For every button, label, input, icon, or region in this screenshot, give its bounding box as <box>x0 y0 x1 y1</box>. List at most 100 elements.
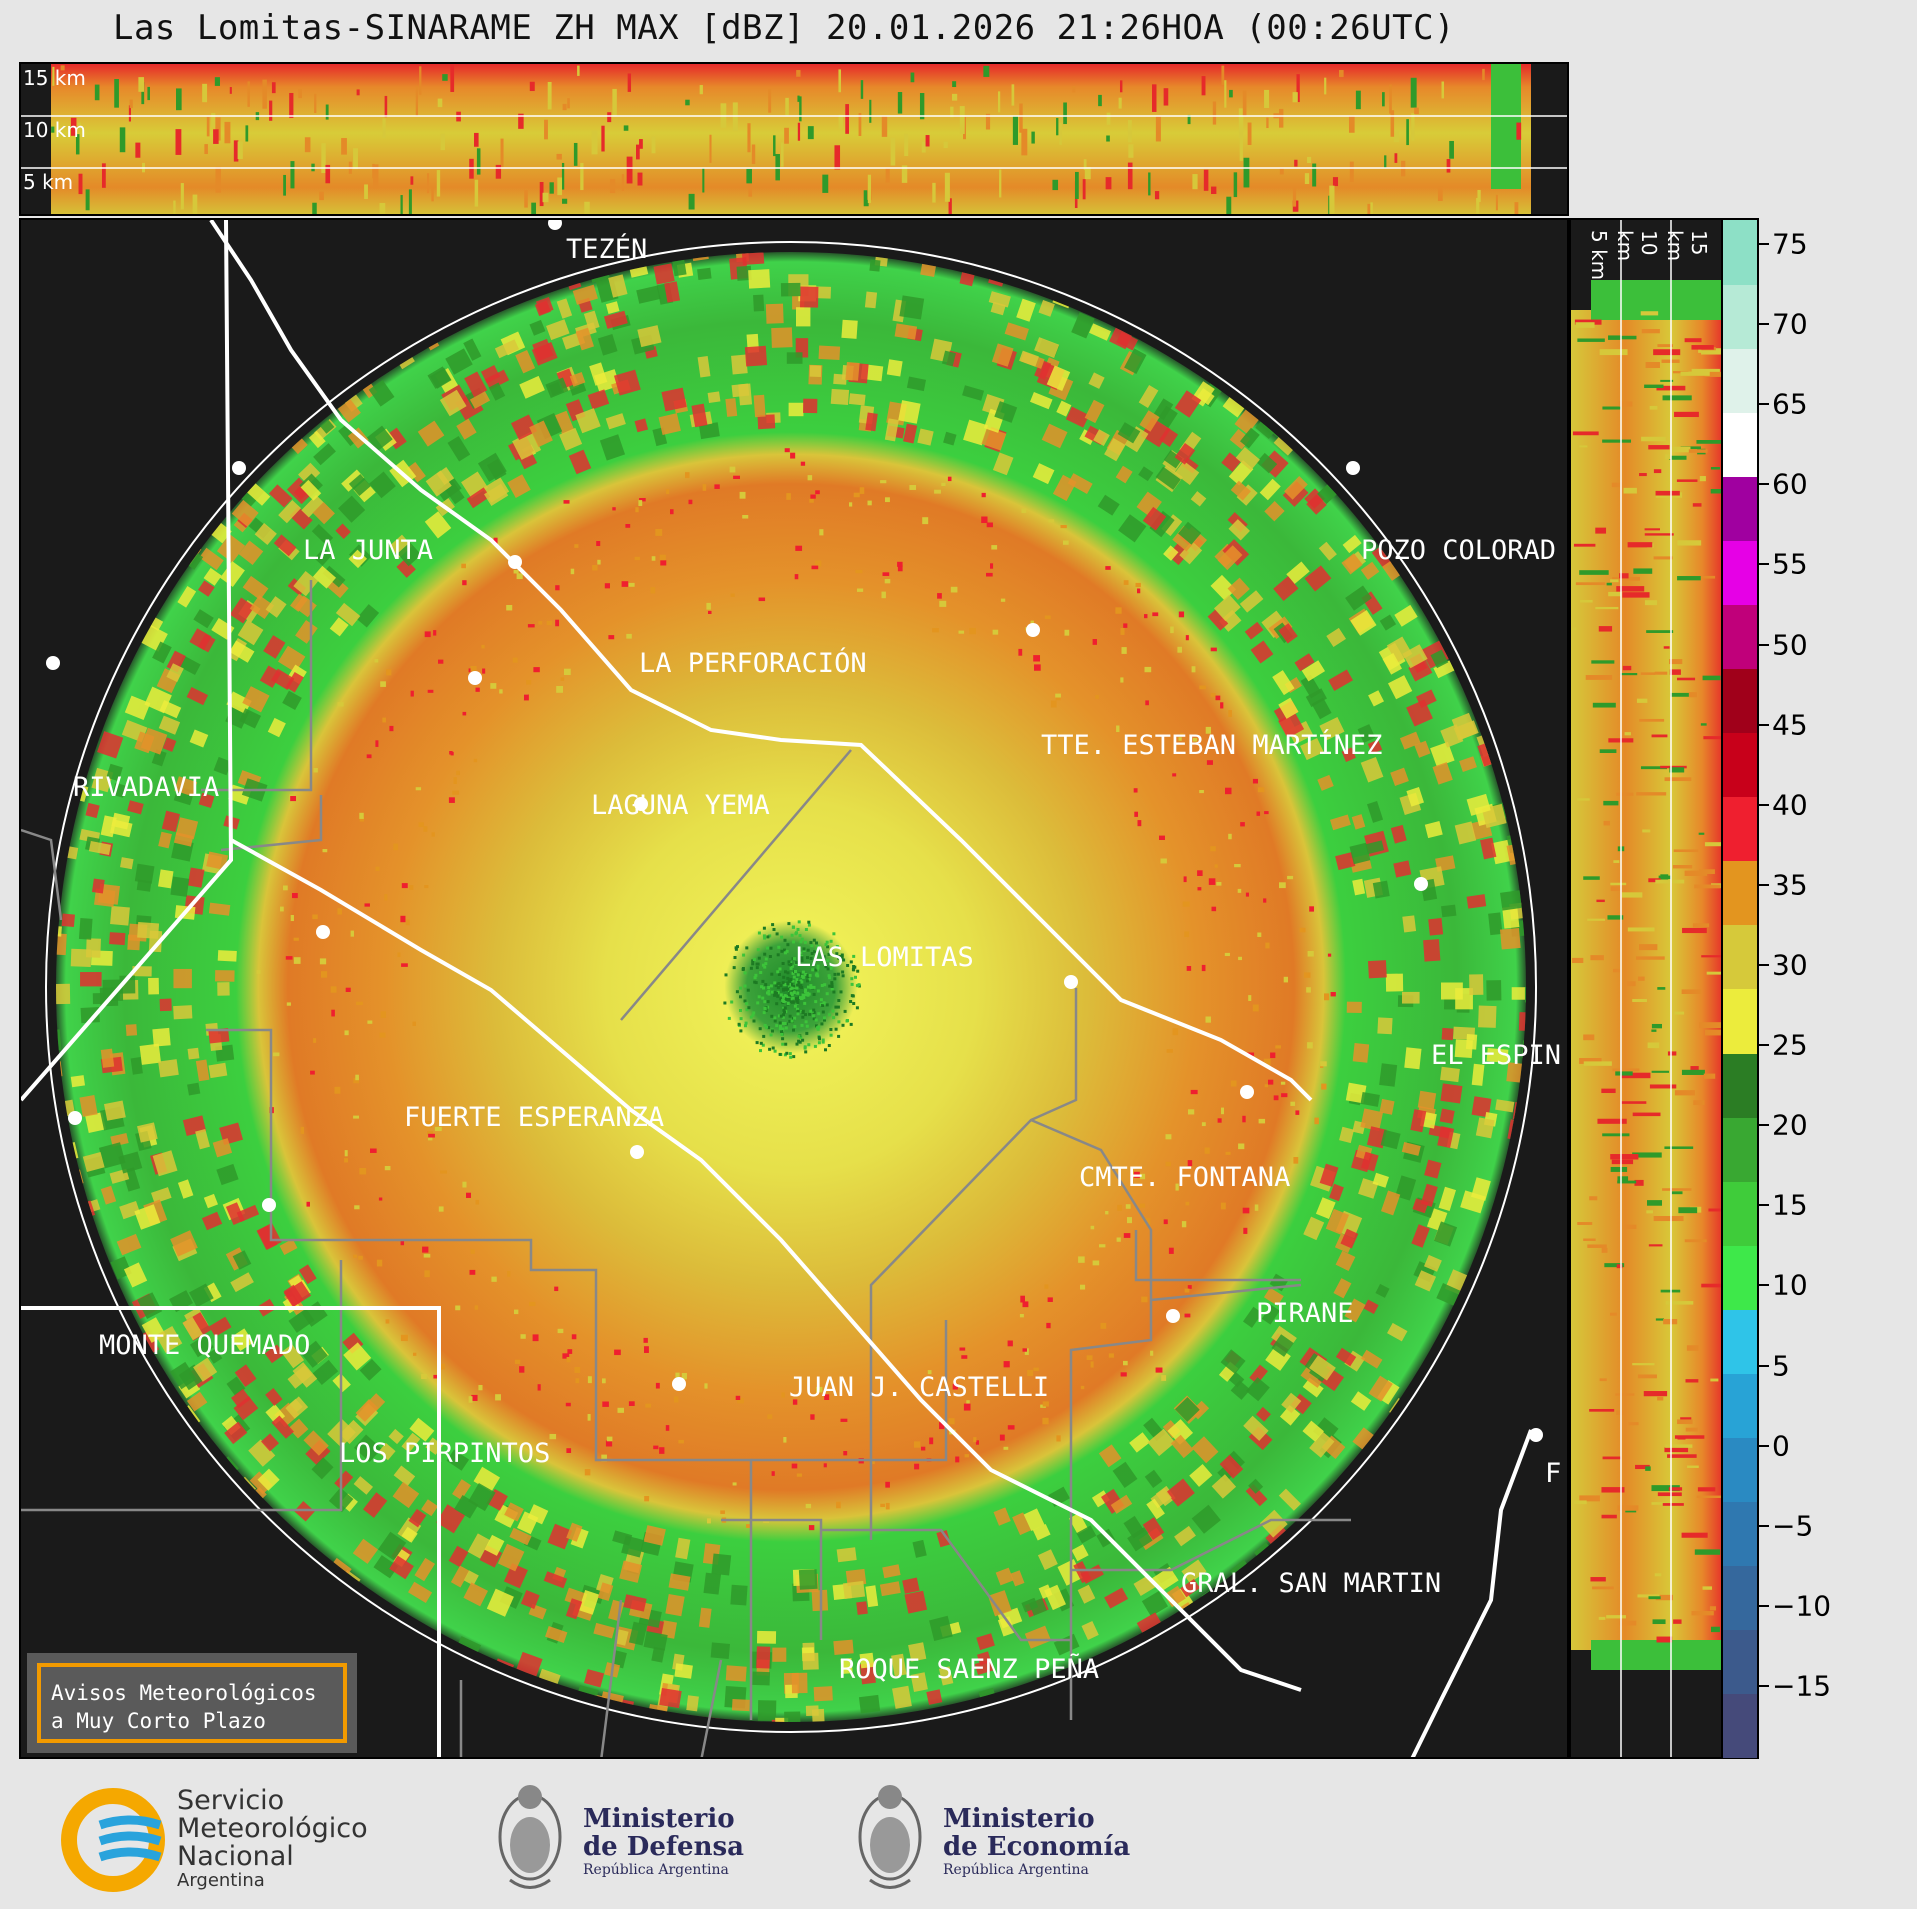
radar-speckle <box>1134 1171 1140 1178</box>
section-stripe <box>699 85 703 95</box>
radar-speckle <box>792 1028 795 1032</box>
radar-speckle <box>606 1436 613 1442</box>
section-stripe <box>1669 659 1683 665</box>
radar-speckle <box>1046 1322 1051 1329</box>
radar-speckle <box>792 984 796 988</box>
section-stripe <box>1700 723 1707 726</box>
section-stripe <box>1384 155 1387 168</box>
radar-speckle <box>1153 398 1174 420</box>
section-stripe <box>1599 349 1628 356</box>
radar-speckle <box>643 1337 648 1343</box>
colorbar-segment <box>1723 540 1757 606</box>
section-stripe <box>1155 116 1161 142</box>
section-stripe <box>1684 338 1702 343</box>
radar-speckle <box>668 1573 691 1591</box>
section-stripe <box>283 174 286 196</box>
radar-speckle <box>1044 1584 1066 1611</box>
radar-speckle <box>1221 452 1241 472</box>
radar-speckle <box>1327 953 1332 957</box>
section-stripe <box>784 127 789 144</box>
section-stripe <box>312 202 317 214</box>
radar-speckle <box>763 1000 767 1004</box>
radar-speckle <box>125 1024 138 1036</box>
colorbar-tick-label: −10 <box>1772 1589 1832 1623</box>
radar-speckle <box>554 410 575 435</box>
section-stripe <box>834 145 841 170</box>
section-stripe <box>1681 989 1702 994</box>
radar-speckle <box>592 565 598 571</box>
radar-speckle <box>1404 1047 1422 1070</box>
defensa-line2: de Defensa <box>583 1832 744 1862</box>
section-stripe <box>1596 899 1605 903</box>
section-stripe <box>1655 1594 1673 1601</box>
section-stripe <box>1668 1487 1683 1491</box>
radar-speckle <box>475 1199 480 1205</box>
radar-speckle <box>990 563 994 569</box>
section-stripe <box>1654 1573 1662 1577</box>
radar-speckle <box>162 737 177 752</box>
section-stripe <box>474 132 479 147</box>
radar-speckle <box>1279 882 1286 889</box>
section-stripe <box>1615 1071 1633 1076</box>
radar-speckle <box>91 878 105 894</box>
colorbar-tick-label: −5 <box>1772 1509 1814 1543</box>
section-stripe <box>1662 395 1692 401</box>
radar-speckle <box>409 1417 435 1442</box>
section-stripe <box>229 87 232 94</box>
radar-speckle <box>599 434 626 461</box>
radar-speckle <box>1056 1435 1061 1442</box>
radar-speckle <box>763 965 767 969</box>
radar-speckle <box>753 294 765 312</box>
radar-speckle <box>881 591 886 599</box>
radar-speckle <box>776 990 780 994</box>
radar-speckle <box>838 955 842 958</box>
radar-speckle <box>926 1689 943 1705</box>
section-stripe <box>1446 159 1451 173</box>
radar-speckle <box>1044 615 1051 619</box>
section-stripe <box>1616 1410 1624 1415</box>
section-stripe <box>1229 89 1233 98</box>
radar-speckle <box>858 1694 881 1714</box>
section-stripe <box>1575 582 1606 586</box>
radar-speckle <box>852 968 856 972</box>
avisos-box[interactable]: Avisos Meteorológicos a Muy Corto Plazo <box>27 1653 357 1753</box>
radar-speckle <box>698 422 720 440</box>
section-stripe <box>1292 92 1298 103</box>
radar-speckle <box>1264 501 1285 522</box>
section-stripe <box>314 93 317 113</box>
radar-speckle <box>509 1527 532 1546</box>
radar-speckle <box>879 1581 901 1597</box>
section-stripe <box>495 164 502 179</box>
radar-speckle <box>1502 906 1520 929</box>
radar-speckle <box>986 572 993 577</box>
radar-speckle <box>1420 1183 1438 1207</box>
radar-speckle <box>737 1022 741 1026</box>
radar-speckle <box>845 361 860 381</box>
section-stripe <box>1678 1207 1698 1214</box>
radar-speckle <box>359 1358 382 1381</box>
radar-speckle <box>226 691 252 714</box>
city-marker <box>1529 1428 1543 1442</box>
radar-speckle <box>792 1399 798 1405</box>
section-stripe <box>1710 467 1720 470</box>
section-stripe <box>1622 665 1632 671</box>
radar-speckle <box>1144 1218 1151 1225</box>
radar-speckle <box>1216 882 1222 886</box>
radar-speckle <box>234 1364 257 1387</box>
section-stripe <box>1601 1247 1608 1253</box>
radar-speckle <box>792 1055 796 1059</box>
radar-speckle <box>799 996 802 1000</box>
radar-speckle <box>897 561 903 567</box>
radar-speckle <box>817 1041 821 1045</box>
radar-speckle <box>800 980 804 984</box>
section-stripe <box>1389 84 1392 114</box>
radar-speckle <box>1080 1385 1085 1390</box>
radar-speckle <box>1315 1197 1336 1220</box>
radar-speckle <box>840 1658 853 1675</box>
radar-speckle <box>775 932 779 936</box>
radar-speckle <box>201 1211 223 1231</box>
section-stripe <box>1682 927 1707 934</box>
radar-speckle <box>1019 350 1039 367</box>
radar-speckle <box>1365 840 1385 855</box>
radar-speckle <box>1019 1314 1024 1318</box>
